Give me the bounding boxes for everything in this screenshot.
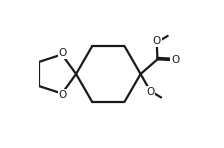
Text: O: O	[58, 90, 67, 100]
Text: O: O	[146, 87, 155, 97]
Text: O: O	[171, 55, 179, 65]
Text: O: O	[153, 36, 161, 46]
Text: O: O	[58, 48, 67, 58]
